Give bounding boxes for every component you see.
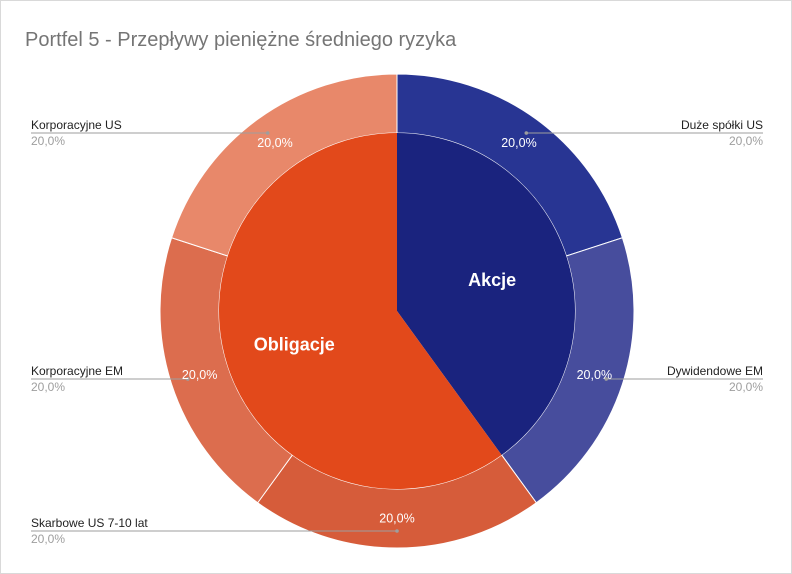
leader-dot [185, 377, 190, 381]
group-label: Obligacje [254, 334, 335, 354]
slice-labels: 20,0% 20,0% 20,0% 20,0% 20,0% [182, 136, 612, 525]
chart-title: Portfel 5 - Przepływy pieniężne średnieg… [25, 29, 457, 51]
slice-value-label: 20,0% [577, 368, 612, 382]
outer-ring [159, 73, 635, 549]
external-label-value: 20,0% [31, 532, 65, 546]
inner-slice [218, 133, 502, 489]
external-label-name: Korporacyjne US [31, 118, 122, 132]
external-label-value: 20,0% [31, 380, 65, 394]
slice-value-label: 20,0% [257, 136, 292, 150]
inner-slice [397, 133, 575, 456]
external-labels: Duże spółki US 20,0% Dywidendowe EM 20,0% Sk… [31, 118, 763, 546]
slice-value-label: 20,0% [501, 136, 536, 150]
leader-dot [265, 131, 270, 135]
external-label-name: Korporacyjne EM [31, 364, 123, 378]
external-label-name: Skarbowe US 7-10 lat [31, 516, 148, 530]
leader-lines [31, 131, 763, 533]
inner-pie: Akcje Obligacje [218, 133, 575, 489]
external-label-name: Duże spółki US [681, 118, 763, 132]
slice-value-label: 20,0% [379, 512, 414, 526]
external-label-name: Dywidendowe EM [667, 364, 763, 378]
external-label-value: 20,0% [729, 380, 763, 394]
group-label: Akcje [468, 270, 516, 290]
leader-dot [524, 131, 529, 135]
external-label-value: 20,0% [729, 134, 763, 148]
external-label-value: 20,0% [31, 134, 65, 148]
slice-value-label: 20,0% [182, 368, 217, 382]
leader-dot [395, 529, 399, 533]
leader-dot [604, 377, 609, 381]
